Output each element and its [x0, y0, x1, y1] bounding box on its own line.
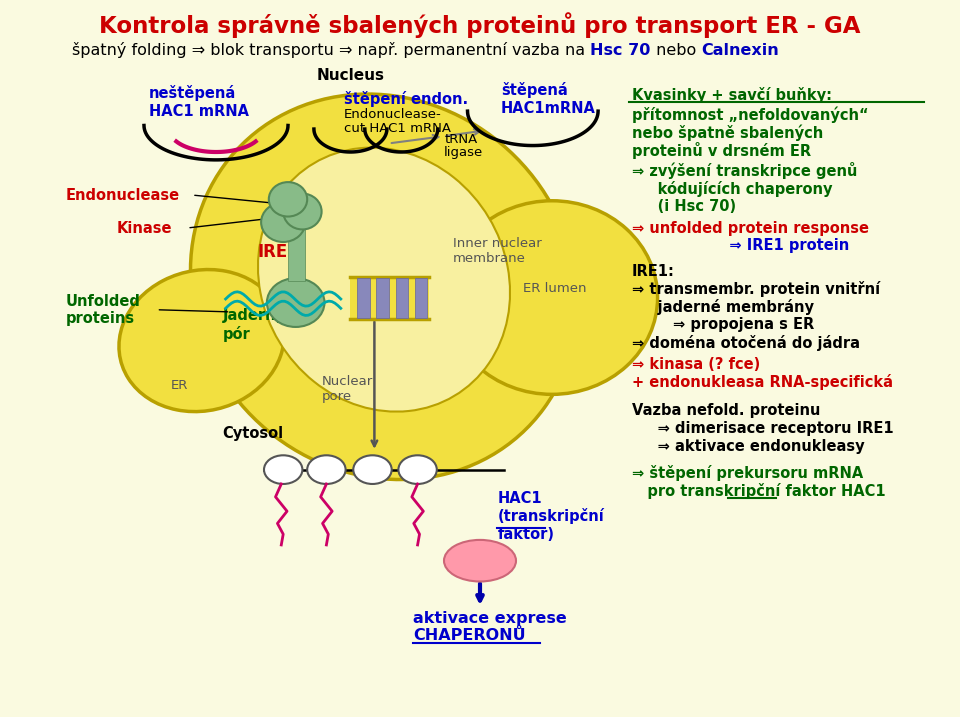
Circle shape — [264, 455, 302, 484]
Text: ER: ER — [171, 379, 188, 392]
Text: ⇒ propojena s ER: ⇒ propojena s ER — [632, 318, 814, 332]
Text: štěpení endon.: štěpení endon. — [344, 91, 468, 107]
Text: ⇒ aktivace endonukleasy: ⇒ aktivace endonukleasy — [632, 440, 864, 454]
Text: aktivace exprese: aktivace exprese — [413, 611, 566, 625]
Text: Nucleus: Nucleus — [317, 68, 385, 82]
Text: nebo špatně sbalených: nebo špatně sbalených — [632, 124, 823, 141]
Ellipse shape — [267, 278, 324, 327]
Bar — [288, 227, 305, 281]
Text: ⇒ IRE1 protein: ⇒ IRE1 protein — [632, 239, 849, 253]
Text: ER lumen: ER lumen — [523, 282, 587, 295]
Text: Kontrola správně sbalených proteinů pro transport ER - GA: Kontrola správně sbalených proteinů pro … — [99, 12, 861, 38]
Bar — [357, 278, 370, 318]
Ellipse shape — [446, 201, 658, 394]
Text: kódujících chaperony: kódujících chaperony — [632, 181, 832, 196]
Text: Cytosol: Cytosol — [223, 427, 284, 441]
Ellipse shape — [261, 203, 305, 242]
Text: jaderné membrány: jaderné membrány — [632, 299, 814, 315]
Text: špatný folding ⇒ blok transportu ⇒ např. permanentní vazba na: špatný folding ⇒ blok transportu ⇒ např.… — [72, 42, 590, 58]
Ellipse shape — [258, 148, 510, 412]
Text: Jaderný
pór: Jaderný pór — [223, 307, 286, 341]
Bar — [376, 278, 389, 318]
Text: ⇒ štěpení prekursoru mRNA: ⇒ štěpení prekursoru mRNA — [632, 465, 863, 481]
Text: HAC1
(transkripční
faktor): HAC1 (transkripční faktor) — [497, 490, 604, 542]
Text: proteinů v drsném ER: proteinů v drsném ER — [632, 142, 811, 159]
Bar — [396, 278, 408, 318]
Text: ⇒ transmembr. protein vnitřní: ⇒ transmembr. protein vnitřní — [632, 281, 879, 297]
Ellipse shape — [444, 540, 516, 581]
Text: IRE1: IRE1 — [257, 243, 299, 262]
Text: ⇒ dimerisace receptoru IRE1: ⇒ dimerisace receptoru IRE1 — [632, 422, 894, 436]
Text: Vazba nefold. proteinu: Vazba nefold. proteinu — [632, 404, 820, 418]
Text: Kvasinky + savčí buňky:: Kvasinky + savčí buňky: — [632, 87, 831, 103]
Text: ⇒ doména otočená do jádra: ⇒ doména otočená do jádra — [632, 335, 860, 351]
Ellipse shape — [269, 182, 307, 217]
Text: tRNA: tRNA — [444, 133, 478, 146]
Text: Kinase: Kinase — [117, 221, 173, 235]
Ellipse shape — [190, 94, 578, 480]
Text: Endonuclease: Endonuclease — [65, 188, 180, 202]
Text: Unfolded
proteins: Unfolded proteins — [65, 293, 140, 326]
Text: ⇒ unfolded protein response: ⇒ unfolded protein response — [632, 221, 869, 235]
Circle shape — [398, 455, 437, 484]
Text: ligase: ligase — [444, 146, 483, 159]
Ellipse shape — [119, 270, 284, 412]
Text: pro transkripční faktor HAC1: pro transkripční faktor HAC1 — [632, 483, 885, 499]
Bar — [350, 277, 429, 319]
Text: IRE1:: IRE1: — [632, 264, 675, 278]
FancyBboxPatch shape — [62, 60, 617, 651]
Text: ⇒ zvýšení transkripce genů: ⇒ zvýšení transkripce genů — [632, 162, 857, 179]
Circle shape — [353, 455, 392, 484]
Bar — [415, 278, 427, 318]
Text: Nuclear
pore: Nuclear pore — [322, 374, 372, 403]
Text: neštěpená
HAC1 mRNA: neštěpená HAC1 mRNA — [149, 85, 249, 118]
Text: štěpená
HAC1mRNA: štěpená HAC1mRNA — [501, 82, 596, 115]
Text: Hsc 70: Hsc 70 — [590, 43, 651, 57]
Text: přítomnost „nefoldovaných“: přítomnost „nefoldovaných“ — [632, 106, 868, 123]
Text: Endonuclease-: Endonuclease- — [344, 108, 442, 121]
Circle shape — [307, 455, 346, 484]
Text: (i Hsc 70): (i Hsc 70) — [632, 199, 735, 214]
Ellipse shape — [283, 194, 322, 229]
Text: Calnexin: Calnexin — [701, 43, 779, 57]
Text: cut HAC1 mRNA: cut HAC1 mRNA — [344, 122, 450, 135]
Text: + endonukleasa RNA-specifická: + endonukleasa RNA-specifická — [632, 374, 893, 390]
Text: CHAPERONŮ: CHAPERONŮ — [413, 629, 525, 643]
Text: ⇒ kinasa (? fce): ⇒ kinasa (? fce) — [632, 357, 760, 371]
Text: nebo: nebo — [651, 43, 701, 57]
Text: Inner nuclear
membrane: Inner nuclear membrane — [453, 237, 541, 265]
